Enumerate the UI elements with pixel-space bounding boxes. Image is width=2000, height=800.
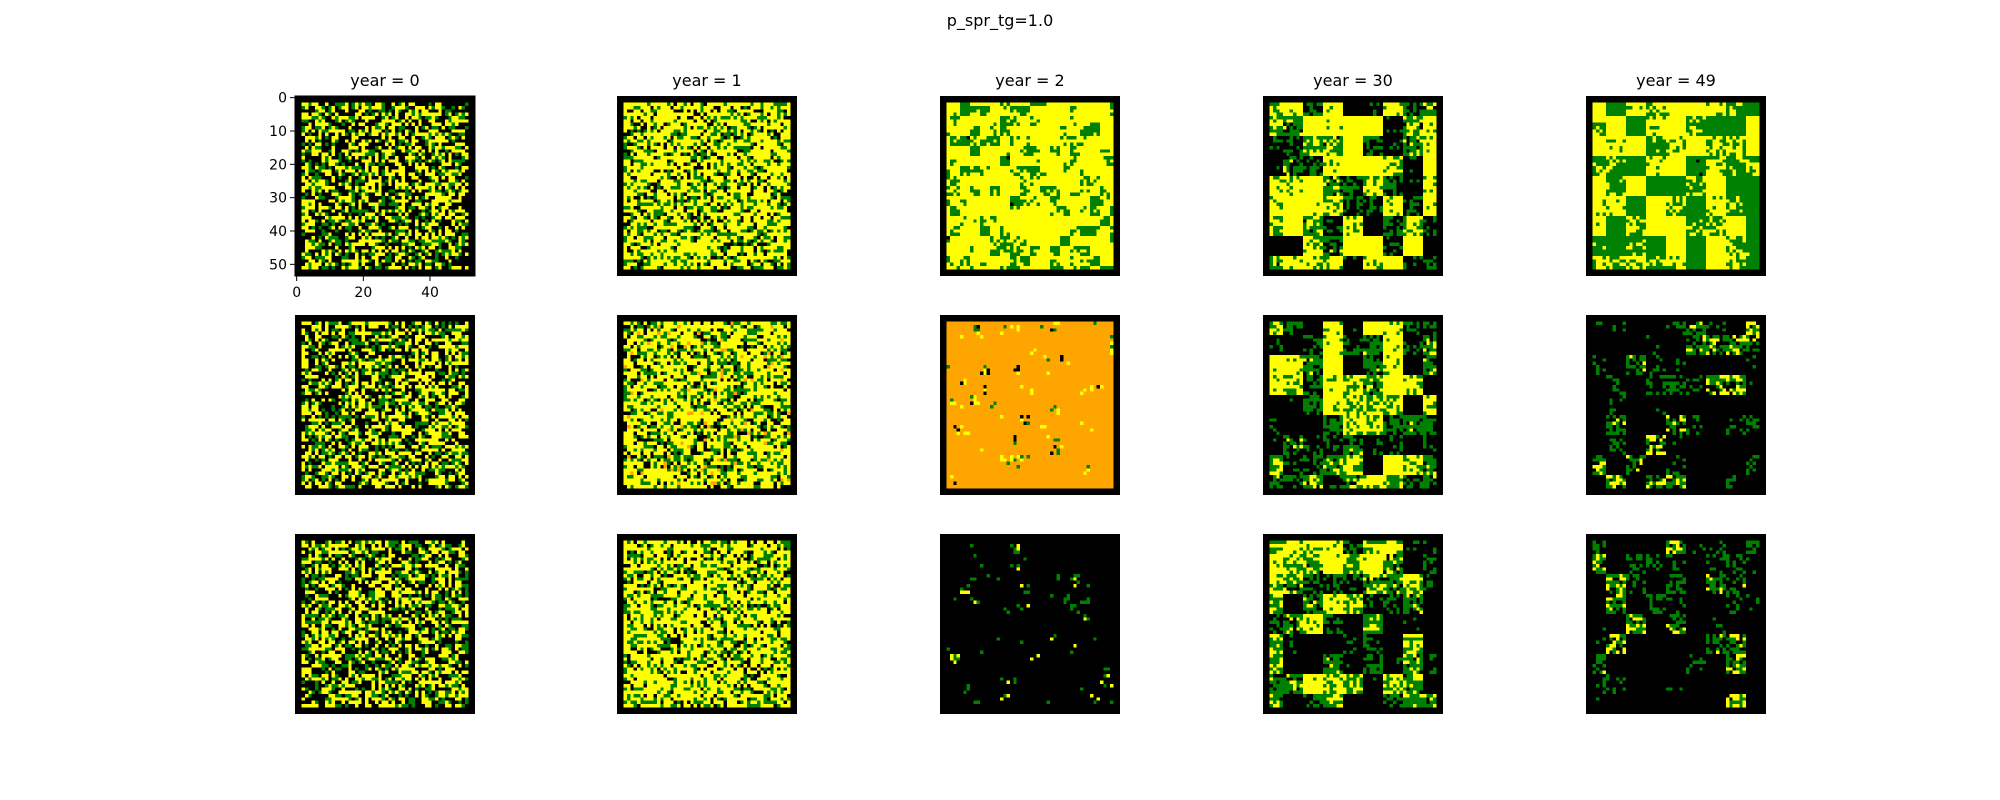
heatmap-panel-r3-c2	[617, 534, 797, 714]
y-tick-label: 10	[269, 124, 287, 140]
y-tick-label: 40	[269, 224, 287, 240]
x-tick-label: 20	[354, 285, 372, 301]
heatmap-panel-r2-c1	[295, 315, 475, 495]
column-title-year-1: year = 1	[672, 71, 742, 90]
column-title-year-49: year = 49	[1636, 71, 1716, 90]
heatmap-cells	[940, 534, 1120, 714]
heatmap-panel-r3-c4	[1263, 534, 1443, 714]
column-title-year-2: year = 2	[995, 71, 1065, 90]
heatmap-cells	[1263, 96, 1443, 276]
heatmap-panel-r1-c5	[1586, 96, 1766, 276]
heatmap-panel-r1-c2	[617, 96, 797, 276]
heatmap-panel-r1-c4	[1263, 96, 1443, 276]
heatmap-cells	[617, 534, 797, 714]
heatmap-panel-r3-c3	[940, 534, 1120, 714]
heatmap-panel-r2-c5	[1586, 315, 1766, 495]
heatmap-cells	[940, 96, 1120, 276]
heatmap-cells	[940, 315, 1120, 495]
y-tick-label: 20	[269, 157, 287, 173]
heatmap-cells	[1263, 315, 1443, 495]
y-tick-label: 30	[269, 191, 287, 207]
heatmap-cells	[295, 315, 475, 495]
heatmap-cells	[1586, 96, 1766, 276]
x-tick-label: 0	[292, 285, 301, 301]
column-title-year-30: year = 30	[1313, 71, 1393, 90]
heatmap-panel-r3-c1	[295, 534, 475, 714]
heatmap-cells	[1263, 534, 1443, 714]
heatmap-cells	[617, 96, 797, 276]
heatmap-panel-r2-c2	[617, 315, 797, 495]
axes-frame	[294, 95, 476, 277]
x-tick-label: 40	[421, 285, 439, 301]
heatmap-panel-r1-c1	[295, 96, 475, 276]
heatmap-cells	[1586, 534, 1766, 714]
figure-title: p_spr_tg=1.0	[946, 11, 1054, 30]
heatmap-panel-r2-c3	[940, 315, 1120, 495]
heatmap-cells	[617, 315, 797, 495]
heatmap-panel-r3-c5	[1586, 534, 1766, 714]
heatmap-cells	[295, 534, 475, 714]
heatmap-panel-r1-c3	[940, 96, 1120, 276]
column-title-year-0: year = 0	[350, 71, 420, 90]
heatmap-cells	[1586, 315, 1766, 495]
y-tick-label: 50	[269, 257, 287, 273]
heatmap-cells	[295, 96, 475, 276]
y-tick-label: 0	[278, 91, 287, 107]
heatmap-panel-r2-c4	[1263, 315, 1443, 495]
